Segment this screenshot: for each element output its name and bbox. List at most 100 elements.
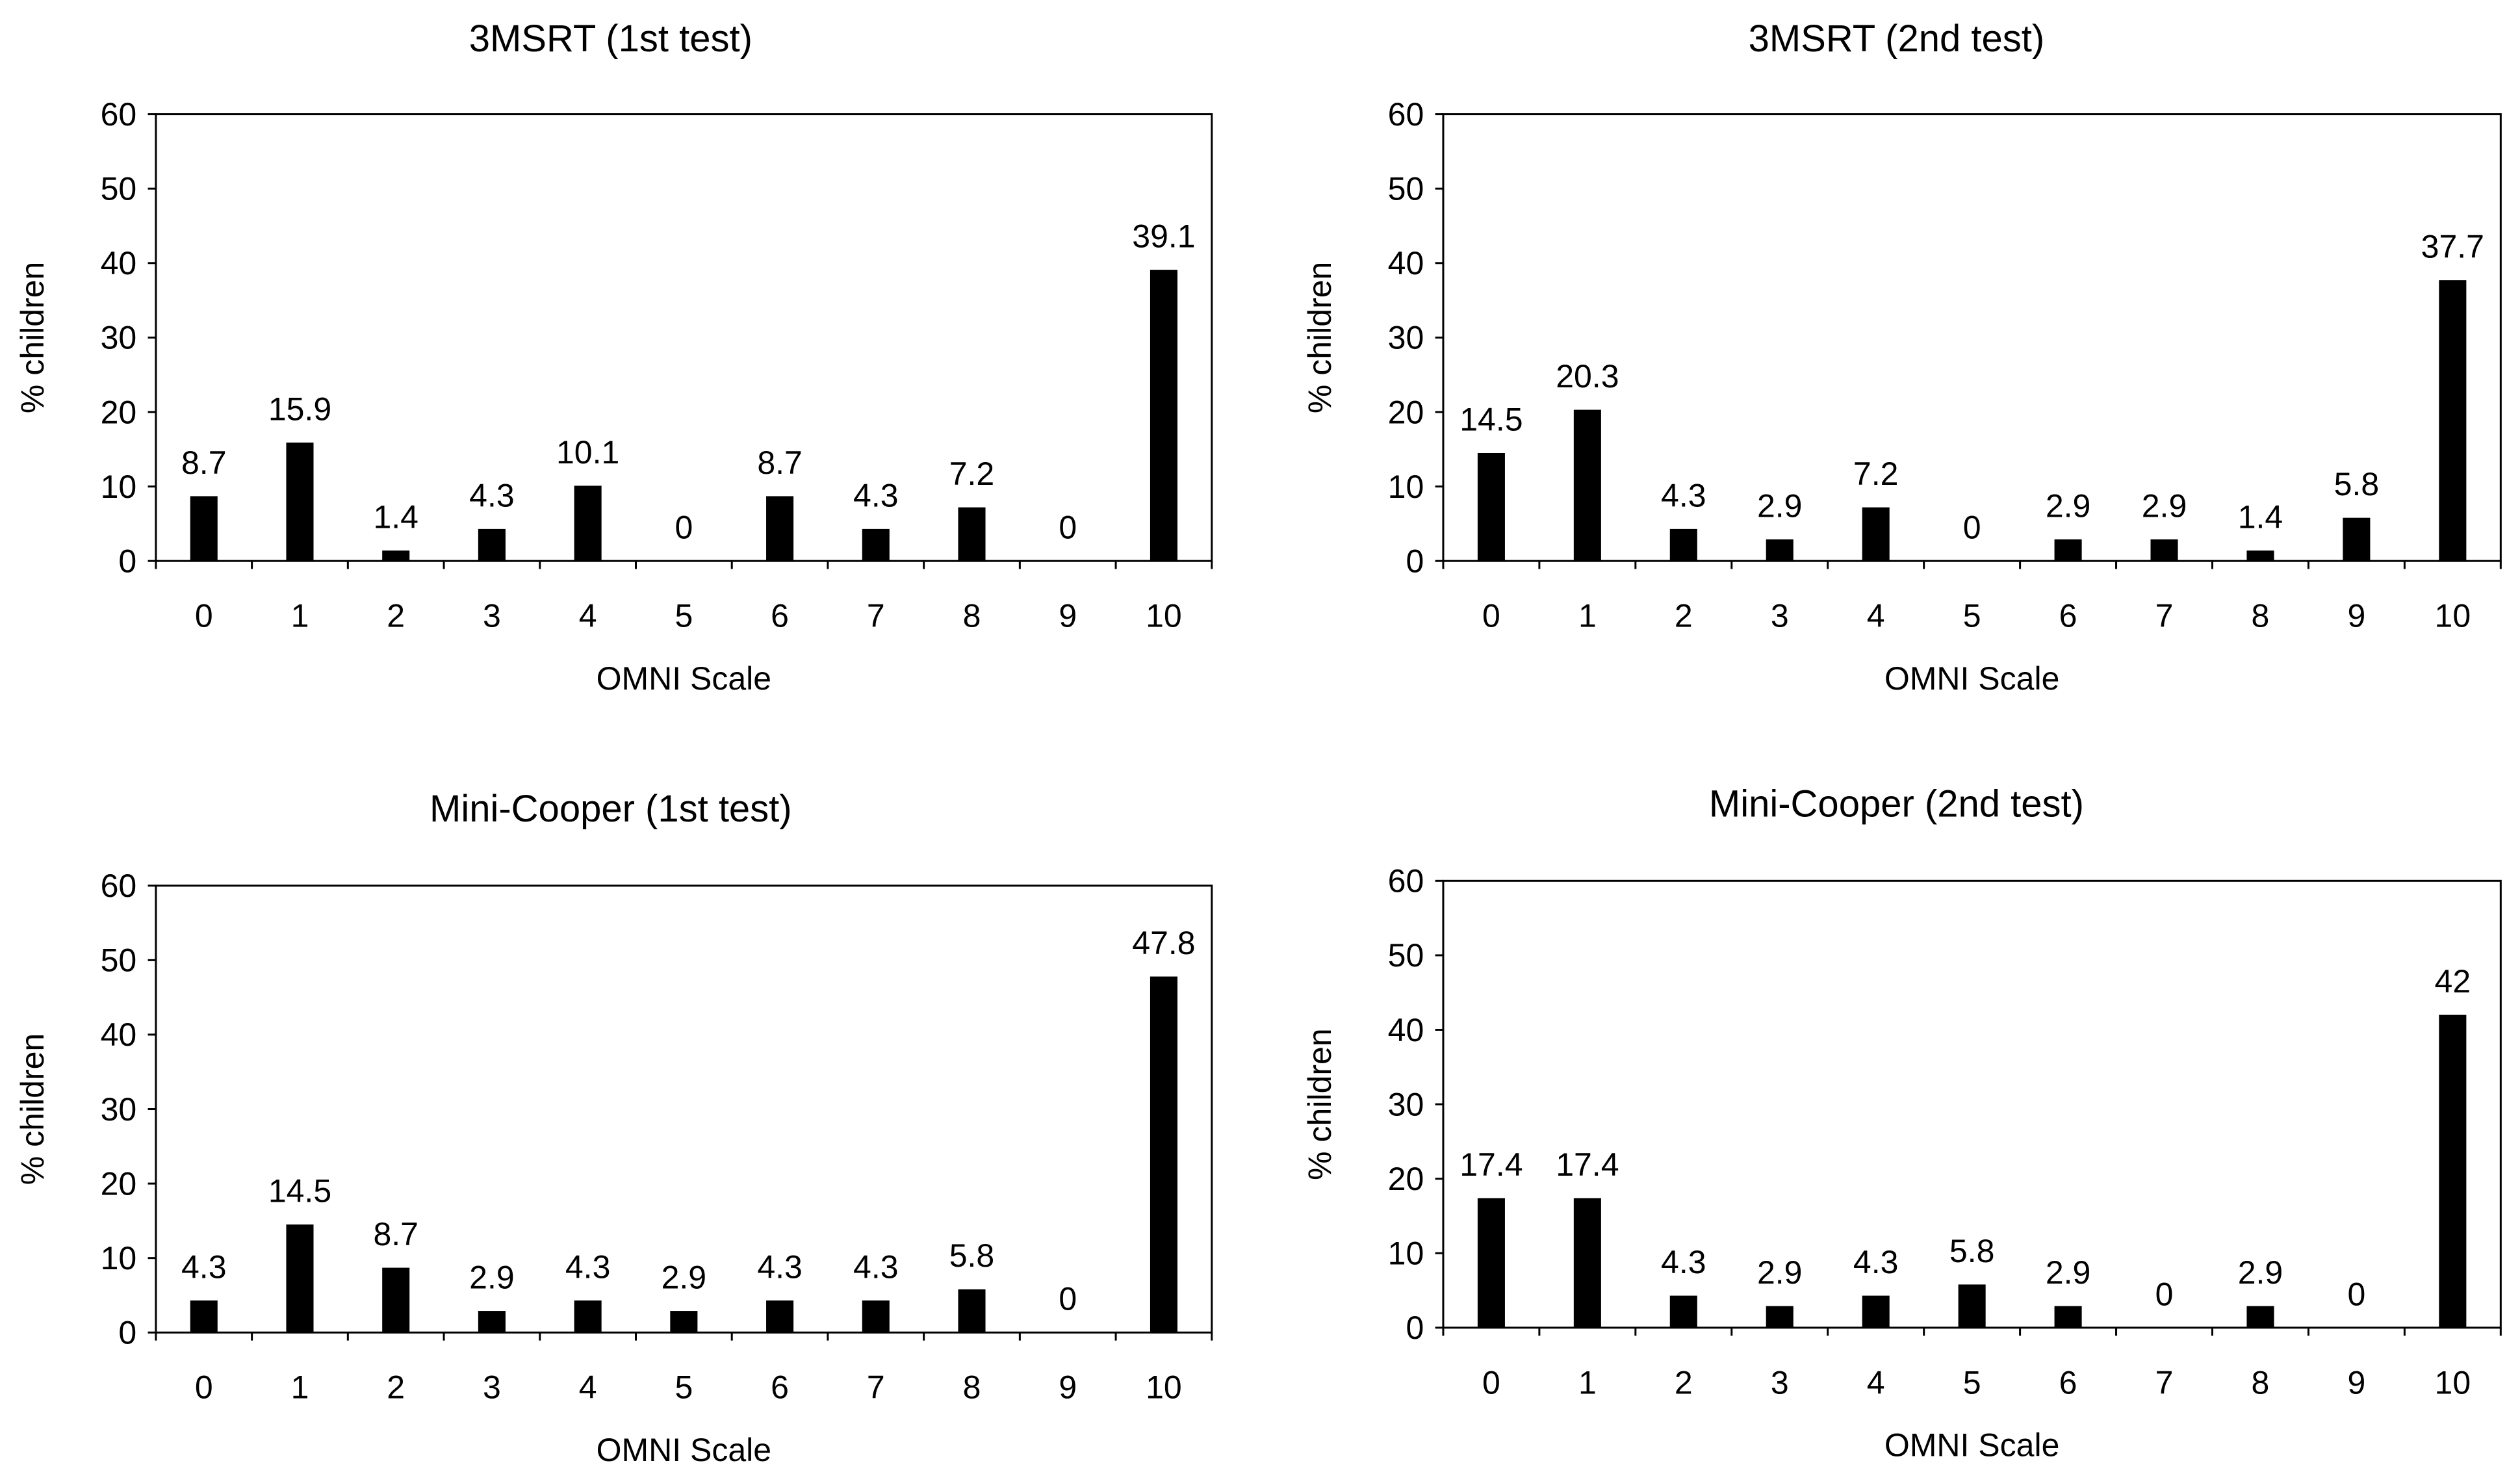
- bar: [574, 1300, 602, 1333]
- bar: [1150, 270, 1177, 562]
- bar: [2343, 517, 2371, 562]
- x-tick-label: 2: [1675, 1364, 1693, 1401]
- data-label: 5.8: [2334, 466, 2380, 502]
- bar: [2439, 280, 2467, 562]
- x-tick-label: 5: [1963, 598, 1981, 634]
- y-tick-label: 20: [101, 394, 137, 430]
- data-label: 14.5: [1459, 401, 1523, 437]
- y-tick-label: 50: [1388, 937, 1424, 974]
- y-tick-label: 10: [101, 1240, 137, 1276]
- x-tick-label: 4: [1867, 1364, 1885, 1401]
- bar: [1862, 1295, 1890, 1328]
- bar: [670, 1311, 698, 1333]
- x-tick-label: 2: [387, 598, 405, 634]
- x-tick-label: 3: [1771, 1364, 1789, 1401]
- x-tick-label: 6: [2059, 598, 2077, 634]
- x-tick-label: 5: [1963, 1364, 1981, 1401]
- bar: [1573, 409, 1601, 562]
- y-tick-label: 0: [118, 1315, 136, 1351]
- chart-title: 3MSRT (1st test): [469, 18, 752, 60]
- data-label: 4.3: [1853, 1244, 1899, 1280]
- x-tick-label: 5: [675, 598, 693, 634]
- y-tick-label: 0: [1406, 543, 1424, 579]
- bar: [2246, 550, 2274, 562]
- y-tick-label: 20: [1388, 1161, 1424, 1197]
- x-tick-label: 4: [579, 598, 597, 634]
- x-tick-label: 10: [2435, 1364, 2471, 1401]
- x-tick-label: 10: [1146, 598, 1182, 634]
- y-tick-label: 40: [101, 245, 137, 281]
- chart-panel-3msrt-2nd: 3MSRT (2nd test) OMNI Scale % children 0…: [1302, 18, 2502, 697]
- data-label: 0: [2155, 1276, 2174, 1312]
- data-label: 1.4: [373, 498, 418, 535]
- data-label: 2.9: [2142, 487, 2187, 524]
- bar: [766, 1300, 794, 1333]
- y-tick-label: 50: [101, 942, 137, 979]
- data-label: 4.3: [469, 477, 515, 513]
- y-tick-label: 50: [101, 171, 137, 207]
- x-tick-label: 1: [291, 598, 309, 634]
- x-tick-label: 3: [1771, 598, 1789, 634]
- data-label: 2.9: [1757, 487, 1803, 524]
- data-label: 37.7: [2421, 229, 2484, 265]
- data-label: 5.8: [949, 1237, 995, 1274]
- chart-title: Mini-Cooper (2nd test): [1709, 782, 2084, 825]
- data-label: 47.8: [1132, 925, 1195, 961]
- plot-frame: [155, 113, 1213, 562]
- bar: [2246, 1306, 2274, 1328]
- x-tick-label: 7: [2155, 598, 2174, 634]
- data-label: 2.9: [1757, 1254, 1803, 1291]
- bar: [1766, 1306, 1794, 1328]
- y-tick-label: 50: [1388, 171, 1424, 207]
- chart-title: 3MSRT (2nd test): [1749, 18, 2045, 60]
- x-tick-label: 8: [2252, 598, 2270, 634]
- data-label: 42: [2435, 963, 2471, 1000]
- data-label: 0: [2348, 1276, 2366, 1312]
- bar: [190, 496, 218, 562]
- bar: [862, 528, 890, 562]
- x-tick-label: 0: [1482, 598, 1500, 634]
- x-tick-label: 4: [1867, 598, 1885, 634]
- y-tick-label: 10: [1388, 469, 1424, 505]
- x-tick-label: 3: [483, 1369, 501, 1406]
- y-tick-label: 40: [1388, 1012, 1424, 1048]
- bar: [1958, 1284, 1986, 1328]
- data-label: 2.9: [469, 1259, 515, 1295]
- y-tick-label: 30: [1388, 320, 1424, 356]
- data-label: 0: [675, 510, 693, 546]
- y-tick-label: 60: [1388, 96, 1424, 133]
- x-tick-label: 9: [2348, 1364, 2366, 1401]
- data-label: 2.9: [2238, 1254, 2283, 1291]
- bar: [190, 1300, 218, 1333]
- bar: [2150, 539, 2178, 562]
- y-tick-label: 10: [101, 469, 137, 505]
- data-label: 17.4: [1459, 1146, 1523, 1183]
- y-tick-label: 20: [1388, 394, 1424, 430]
- y-axis-label: % children: [14, 262, 51, 413]
- x-tick-label: 7: [867, 1369, 885, 1406]
- y-tick-label: 40: [101, 1016, 137, 1053]
- x-tick-label: 7: [867, 598, 885, 634]
- bar: [1766, 539, 1794, 562]
- bar: [2439, 1015, 2467, 1328]
- bar: [286, 442, 314, 562]
- bar: [1573, 1198, 1601, 1328]
- bar: [958, 1289, 986, 1333]
- x-tick-label: 1: [1578, 598, 1597, 634]
- x-tick-label: 6: [771, 598, 789, 634]
- chart-title: Mini-Cooper (1st test): [430, 788, 792, 830]
- y-tick-label: 30: [101, 1091, 137, 1128]
- x-tick-label: 6: [771, 1369, 789, 1406]
- x-tick-label: 2: [387, 1369, 405, 1406]
- x-tick-label: 3: [483, 598, 501, 634]
- data-label: 14.5: [268, 1173, 331, 1209]
- data-label: 4.3: [565, 1248, 611, 1285]
- data-label: 2.9: [2046, 487, 2091, 524]
- data-label: 4.3: [757, 1248, 803, 1285]
- x-tick-label: 6: [2059, 1364, 2077, 1401]
- data-label: 4.3: [853, 477, 899, 513]
- bar: [1862, 507, 1890, 562]
- bar: [574, 485, 602, 562]
- x-tick-label: 7: [2155, 1364, 2174, 1401]
